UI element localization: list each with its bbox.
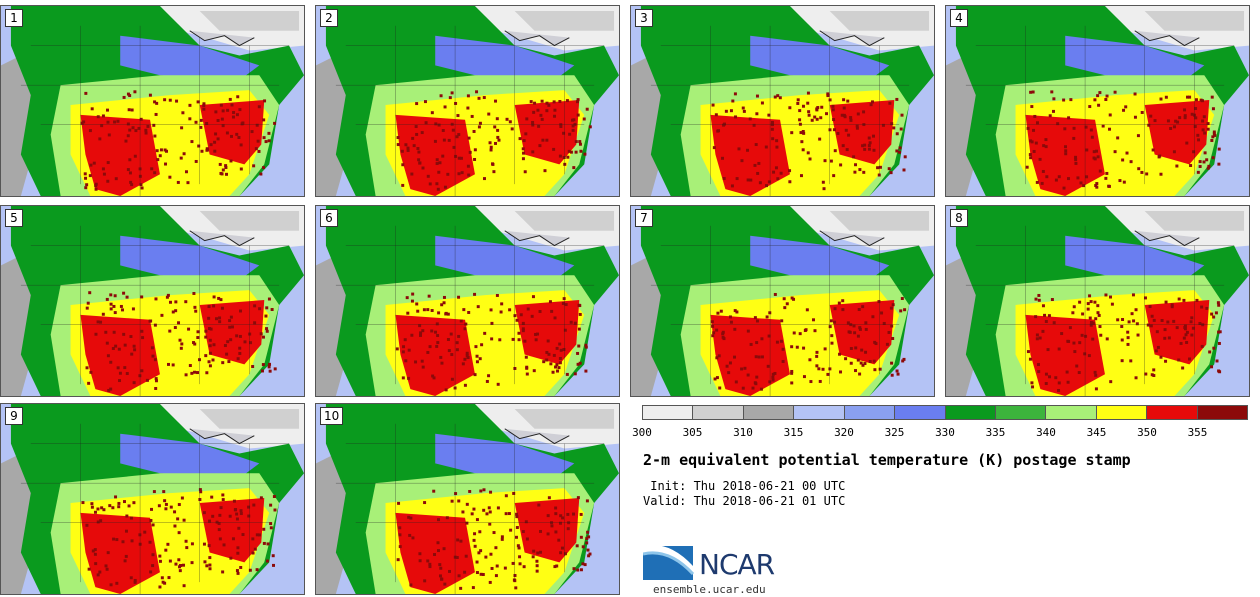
colorbar-tick-labels: 300 305 310 315 320 325 330 335 340 345 350 355 — [632, 426, 1248, 442]
colorbar-swatch — [1096, 406, 1148, 419]
colorbar-tick-label: 325 — [884, 426, 905, 439]
colorbar-swatch — [743, 406, 795, 419]
member-number-label: 3 — [635, 9, 653, 27]
colorbar-tick-label: 305 — [682, 426, 703, 439]
ensemble-member-map: 6 — [315, 205, 620, 397]
colorbar-swatch — [1147, 406, 1198, 419]
member-number-label: 2 — [320, 9, 338, 27]
colorbar-swatch — [945, 406, 996, 419]
colorbar-tick-label: 330 — [935, 426, 955, 439]
ensemble-member-map: 9 — [0, 403, 305, 595]
colorbar-swatch — [693, 406, 744, 419]
init-time: Init: Thu 2018-06-21 00 UTC — [643, 479, 846, 493]
colorbar-swatch — [1046, 406, 1097, 419]
colorbar: 300 305 310 315 320 325 330 335 340 345 350 355 — [632, 405, 1248, 445]
colorbar-swatch — [1197, 406, 1248, 419]
member-number-label: 10 — [320, 407, 344, 425]
ncar-swoosh-icon — [642, 544, 695, 580]
colorbar-swatch — [995, 406, 1047, 419]
colorbar-swatches — [642, 405, 1248, 420]
colorbar-tick-label: 350 — [1137, 426, 1157, 439]
ncar-logo: NCAR ensemble.ucar.edu — [642, 540, 793, 596]
colorbar-swatch — [794, 406, 845, 419]
colorbar-tick-label: 335 — [985, 426, 1006, 439]
member-number-label: 8 — [950, 209, 968, 227]
ensemble-member-map: 8 — [945, 205, 1250, 397]
colorbar-tick-label: 355 — [1187, 426, 1208, 439]
member-number-label: 6 — [320, 209, 338, 227]
valid-time: Valid: Thu 2018-06-21 01 UTC — [643, 494, 846, 508]
member-number-label: 4 — [950, 9, 968, 27]
run-info: Init: Thu 2018-06-21 00 UTC Valid: Thu 2… — [643, 479, 845, 509]
colorbar-tick-label: 345 — [1086, 426, 1107, 439]
colorbar-tick-label: 310 — [733, 426, 753, 439]
ensemble-member-map: 5 — [0, 205, 305, 397]
colorbar-swatch — [844, 406, 896, 419]
ensemble-member-map: 2 — [315, 5, 620, 197]
chart-title: 2-m equivalent potential temperature (K)… — [643, 451, 1131, 469]
member-number-label: 7 — [635, 209, 653, 227]
ensemble-member-map: 4 — [945, 5, 1250, 197]
member-number-label: 5 — [5, 209, 23, 227]
ensemble-member-map: 7 — [630, 205, 935, 397]
colorbar-tick-label: 320 — [834, 426, 854, 439]
logo-url: ensemble.ucar.edu — [653, 583, 766, 596]
colorbar-swatch — [643, 406, 694, 419]
colorbar-tick-label: 315 — [783, 426, 804, 439]
member-number-label: 9 — [5, 407, 23, 425]
ncar-logo-text: NCAR — [699, 548, 775, 581]
colorbar-tick-label: 300 — [632, 426, 652, 439]
member-number-label: 1 — [5, 9, 23, 27]
colorbar-swatch — [895, 406, 946, 419]
ensemble-member-map: 10 — [315, 403, 620, 595]
ensemble-member-map: 1 — [0, 5, 305, 197]
ensemble-member-map: 3 — [630, 5, 935, 197]
colorbar-tick-label: 340 — [1036, 426, 1056, 439]
